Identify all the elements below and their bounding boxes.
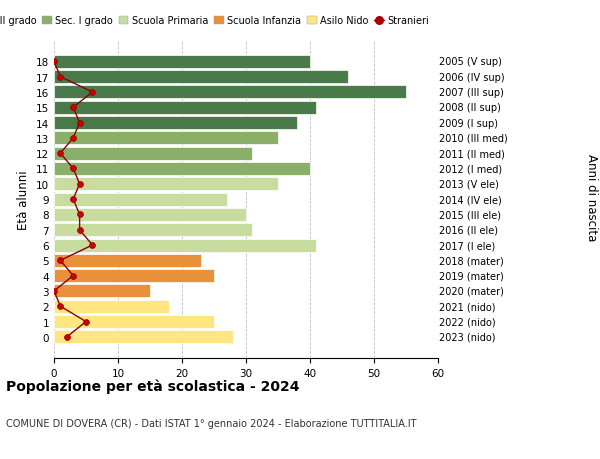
Point (49, 59, 59, 66)
Legend: Sec. II grado, Sec. I grado, Scuola Primaria, Scuola Infanzia, Asilo Nido, Stran: Sec. II grado, Sec. I grado, Scuola Prim… (0, 12, 433, 30)
Bar (54, 162, 310, 176)
Bar (54, 285, 150, 298)
Bar (54, 224, 253, 237)
Text: 2019 (mater): 2019 (mater) (439, 271, 503, 281)
Text: 2008 (II sup): 2008 (II sup) (439, 103, 500, 113)
Point (88, 89, 97, 96)
Bar (54, 56, 310, 69)
Text: 2013 (V ele): 2013 (V ele) (439, 179, 499, 190)
Text: 2022 (nido): 2022 (nido) (439, 317, 495, 327)
Text: 2012 (I med): 2012 (I med) (439, 164, 502, 174)
Point (56, 74, 65, 81)
Bar (54, 254, 201, 267)
Text: 2009 (I sup): 2009 (I sup) (439, 118, 497, 128)
Point (56, 303, 65, 310)
Point (56, 257, 65, 264)
Bar (54, 239, 316, 252)
Text: 2016 (II ele): 2016 (II ele) (439, 225, 497, 235)
Point (68, 104, 78, 112)
Bar (54, 147, 253, 160)
Y-axis label: Età alunni: Età alunni (17, 170, 31, 230)
Point (68, 165, 78, 173)
Bar (54, 315, 214, 328)
Text: 2015 (III ele): 2015 (III ele) (439, 210, 500, 220)
Text: 2017 (I ele): 2017 (I ele) (439, 241, 495, 251)
Bar (54, 71, 349, 84)
Text: 2007 (III sup): 2007 (III sup) (439, 88, 503, 98)
Text: 2011 (II med): 2011 (II med) (439, 149, 505, 159)
Text: 2018 (mater): 2018 (mater) (439, 256, 503, 266)
Text: 2010 (III med): 2010 (III med) (439, 134, 508, 144)
Point (75, 211, 85, 218)
Bar (54, 86, 406, 99)
Bar (54, 193, 227, 206)
Text: 2021 (nido): 2021 (nido) (439, 302, 495, 312)
Point (68, 196, 78, 203)
Bar (54, 101, 316, 114)
Text: 2023 (nido): 2023 (nido) (439, 332, 495, 342)
Bar (54, 117, 297, 130)
Bar (54, 208, 246, 221)
Text: Popolazione per età scolastica - 2024: Popolazione per età scolastica - 2024 (6, 379, 299, 393)
Point (75, 120, 85, 127)
Bar (54, 330, 233, 344)
Point (49, 288, 59, 295)
Point (88, 242, 97, 249)
Point (75, 227, 85, 234)
Bar (54, 132, 278, 145)
Point (81, 318, 91, 325)
Text: 2006 (IV sup): 2006 (IV sup) (439, 73, 504, 83)
Bar (54, 178, 278, 191)
Point (68, 135, 78, 142)
Bar (54, 300, 169, 313)
Point (56, 150, 65, 157)
Text: 2005 (V sup): 2005 (V sup) (439, 57, 502, 67)
Point (68, 272, 78, 280)
Point (62, 333, 71, 341)
Bar (54, 269, 214, 283)
Point (75, 181, 85, 188)
Text: 2020 (mater): 2020 (mater) (439, 286, 503, 297)
Text: Anni di nascita: Anni di nascita (584, 154, 598, 241)
Text: COMUNE DI DOVERA (CR) - Dati ISTAT 1° gennaio 2024 - Elaborazione TUTTITALIA.IT: COMUNE DI DOVERA (CR) - Dati ISTAT 1° ge… (6, 418, 416, 428)
Text: 2014 (IV ele): 2014 (IV ele) (439, 195, 502, 205)
